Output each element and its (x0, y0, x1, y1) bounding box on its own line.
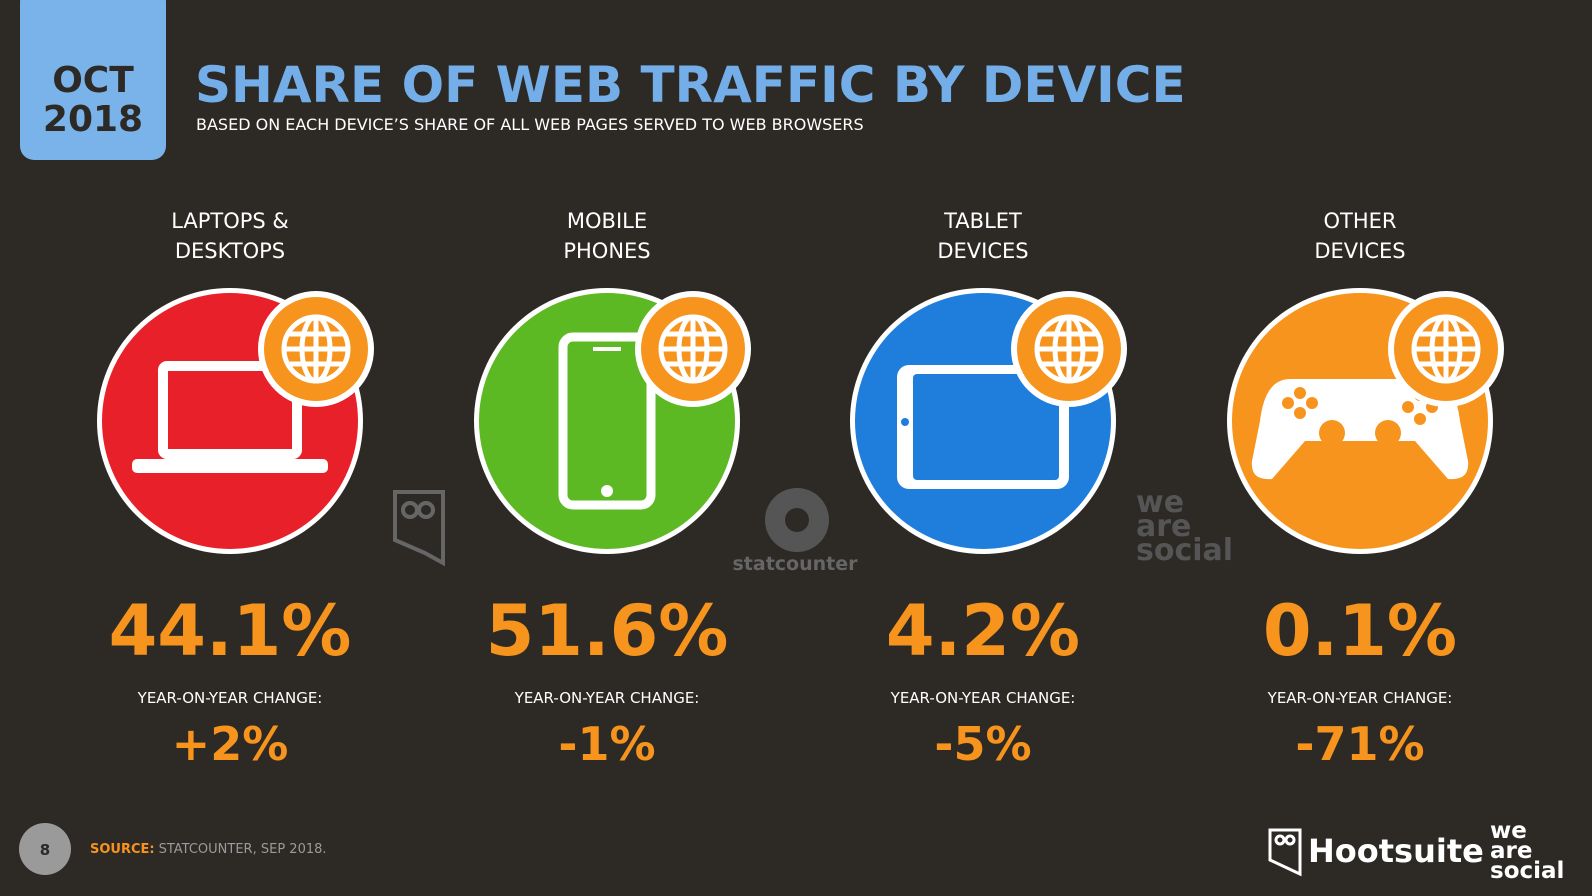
device-label: PHONES (563, 239, 650, 263)
device-label: TABLET (943, 209, 1022, 233)
device-label: DEVICES (937, 239, 1028, 263)
device-label: OTHER (1323, 209, 1396, 233)
change-value: -5% (934, 717, 1031, 771)
was-watermark: social (1136, 533, 1233, 568)
title: SHARE OF WEB TRAFFIC BY DEVICE (195, 56, 1186, 114)
statcounter-watermark: statcounter (732, 553, 858, 575)
page-badge (19, 823, 71, 875)
badge-month: OCT (52, 60, 134, 101)
brand: Hootsuite (1308, 832, 1484, 870)
owl-watermark (393, 490, 445, 567)
change-label: YEAR-ON-YEAR CHANGE: (514, 689, 700, 707)
change-label: YEAR-ON-YEAR CHANGE: (137, 689, 323, 707)
change-label: YEAR-ON-YEAR CHANGE: (1267, 689, 1453, 707)
share-value: 44.1% (109, 590, 352, 672)
phone-icon (474, 288, 751, 554)
source-label: SOURCE: (90, 842, 155, 857)
laptop-icon (97, 288, 374, 554)
change-value: -1% (558, 717, 655, 771)
subtitle: BASED ON EACH DEVICE’S SHARE OF ALL WEB … (196, 115, 864, 134)
share-value: 4.2% (886, 590, 1080, 672)
page-number: 8 (40, 841, 50, 859)
statcounter-logo (765, 488, 829, 552)
hootsuite-owl (1268, 828, 1302, 877)
change-value: +2% (172, 717, 289, 771)
brand2: social (1490, 858, 1564, 884)
brand2: we (1490, 818, 1527, 844)
share-value: 51.6% (486, 590, 729, 672)
was-watermark: are (1136, 509, 1191, 544)
brand2: are (1490, 838, 1532, 864)
source: SOURCE: STATCOUNTER, SEP 2018. (90, 842, 327, 857)
tablet-icon (850, 288, 1127, 554)
device-label: MOBILE (567, 209, 647, 233)
badge-year: 2018 (43, 99, 143, 140)
device-label: DEVICES (1314, 239, 1405, 263)
share-value: 0.1% (1263, 590, 1457, 672)
change-value: -71% (1295, 717, 1424, 771)
was-watermark: we (1136, 485, 1184, 520)
date-badge (20, 0, 166, 160)
change-label: YEAR-ON-YEAR CHANGE: (890, 689, 1076, 707)
device-label: LAPTOPS & (171, 209, 289, 233)
device-label: DESKTOPS (175, 239, 285, 263)
gamepad-icon (1227, 288, 1504, 554)
source-text: STATCOUNTER, SEP 2018. (159, 842, 327, 857)
